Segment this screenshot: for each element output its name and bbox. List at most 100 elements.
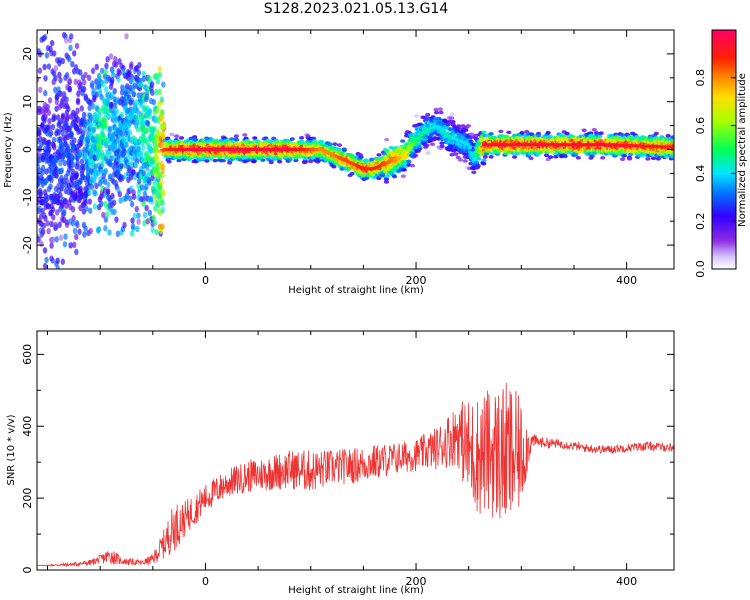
spectral-cell: [96, 226, 102, 233]
spectral-cell: [481, 161, 487, 166]
spectral-cell: [45, 220, 50, 227]
spectral-cell: [83, 71, 88, 79]
spectral-cell: [43, 90, 48, 97]
spectral-cell: [69, 153, 75, 161]
spectral-cell: [105, 189, 111, 196]
spectral-cell: [135, 119, 140, 126]
spectral-cell: [130, 77, 135, 84]
spectral-cell: [129, 61, 134, 68]
spectral-cell: [169, 132, 175, 137]
spectral-cell: [73, 78, 78, 86]
spectral-cell: [152, 219, 158, 227]
spectral-cell: [391, 174, 398, 179]
spectral-cell: [439, 141, 445, 145]
spectral-cell: [65, 114, 70, 121]
spectral-cell: [139, 81, 144, 88]
spectral-cell: [68, 44, 73, 52]
spectral-cell: [161, 124, 166, 131]
spectral-cell: [174, 134, 180, 138]
spectral-cell: [132, 212, 138, 220]
spectral-cell: [70, 161, 76, 168]
spectral-cell: [476, 157, 482, 161]
spectral-cell: [45, 103, 50, 111]
spectral-cell: [114, 108, 120, 115]
spectral-cell: [178, 136, 185, 140]
spectral-cell: [475, 164, 481, 168]
spectral-cell: [621, 153, 628, 158]
spectral-cell: [90, 80, 95, 87]
spectral-cell: [144, 93, 150, 101]
spectral-cell: [37, 48, 41, 55]
spectral-cell: [124, 33, 129, 40]
spectral-cell: [449, 112, 455, 117]
spectral-cell: [53, 221, 58, 229]
spectral-cell: [124, 141, 129, 149]
spectral-cell: [376, 153, 382, 157]
spectral-cell: [103, 68, 109, 76]
spectral-cell: [55, 265, 60, 269]
spectral-cell: [72, 241, 77, 249]
spectral-cell: [37, 67, 43, 74]
spectral-cell: [93, 190, 98, 197]
spectral-cell: [56, 129, 61, 136]
spectral-cell: [58, 191, 63, 199]
spectral-cell: [117, 191, 123, 198]
spectral-cell: [97, 111, 102, 118]
spectral-cell: [51, 214, 56, 221]
spectral-cell: [110, 67, 115, 75]
spectral-cell: [506, 130, 512, 135]
spectral-cell: [57, 221, 62, 229]
spectral-cell: [511, 155, 518, 159]
spectral-cell: [545, 130, 551, 135]
spectral-cell: [136, 145, 141, 153]
spectral-cell: [103, 216, 109, 223]
spectral-cell: [147, 108, 153, 115]
spectral-cell: [58, 234, 64, 241]
spectral-cell: [260, 158, 266, 163]
spectral-cell: [133, 161, 139, 169]
spectral-cell: [141, 169, 147, 177]
spectral-cell: [94, 63, 99, 71]
spectral-cell: [121, 136, 126, 143]
spectral-cell: [43, 215, 48, 222]
spectral-cell: [44, 256, 49, 264]
spectral-cell: [159, 160, 165, 168]
spectral-cell: [78, 178, 83, 185]
spectral-cell: [598, 131, 604, 135]
spectral-cell: [234, 137, 240, 142]
spectral-cell: [142, 219, 147, 227]
spectral-cell: [103, 225, 108, 232]
spectral-cell: [135, 225, 140, 233]
spectral-cell: [153, 205, 158, 212]
spectral-cell: [64, 37, 69, 44]
spectral-cell: [199, 156, 205, 161]
spectral-cell: [154, 144, 159, 152]
spectral-cell: [301, 160, 307, 165]
spectral-cell: [137, 61, 142, 69]
spectral-cell: [409, 163, 416, 168]
spectral-cell: [135, 107, 140, 115]
spectral-cell: [626, 157, 633, 161]
spectral-cell: [151, 98, 157, 106]
spectral-cell: [289, 137, 295, 141]
spectral-cell: [78, 81, 83, 89]
spectral-cell: [62, 241, 68, 248]
spectral-cell: [412, 153, 419, 158]
spectral-cell: [112, 141, 118, 149]
spectral-cell: [119, 111, 125, 119]
spectral-cell: [70, 206, 76, 213]
spectral-cell: [101, 211, 106, 219]
spectral-cell: [72, 227, 78, 235]
spectral-cell: [102, 134, 107, 141]
spectral-cell: [341, 148, 348, 153]
spectral-cell: [49, 242, 54, 249]
spectral-cell: [120, 84, 125, 91]
spectral-cell: [88, 207, 93, 214]
spectral-cell: [620, 133, 626, 137]
spectral-cell: [547, 134, 554, 139]
spectral-cell: [73, 172, 79, 180]
spectral-cell: [145, 119, 150, 127]
spectral-cell: [60, 258, 66, 265]
spectral-cell: [110, 77, 115, 84]
spectral-cell: [453, 152, 459, 156]
